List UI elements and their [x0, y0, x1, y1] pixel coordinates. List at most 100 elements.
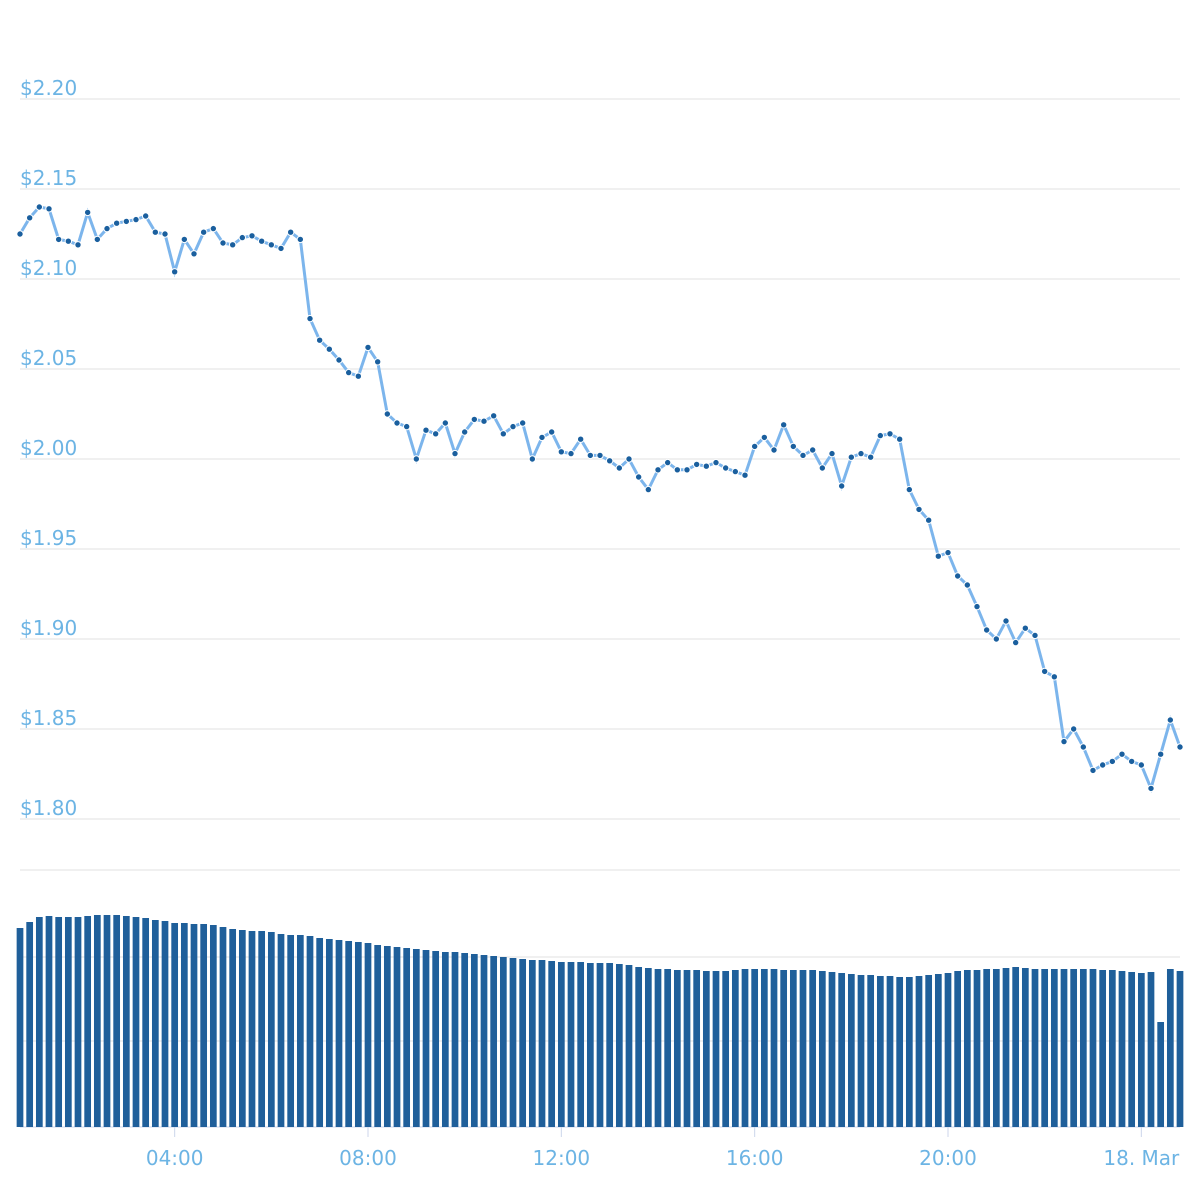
- price-point: [905, 485, 914, 494]
- price-point: [1127, 757, 1136, 766]
- price-point: [779, 421, 788, 429]
- price-point: [54, 235, 63, 244]
- price-point: [615, 464, 624, 472]
- price-point: [489, 412, 498, 420]
- price-point: [16, 230, 24, 238]
- volume-bar: [731, 970, 739, 1127]
- volume-bar: [1021, 968, 1029, 1127]
- price-point: [277, 244, 285, 253]
- price-point: [692, 460, 701, 469]
- volume-bar: [915, 976, 923, 1127]
- volume-bar: [161, 921, 169, 1127]
- volume-bar: [635, 967, 643, 1127]
- volume-bar: [847, 974, 855, 1127]
- volume-bar: [84, 916, 92, 1127]
- price-point: [1040, 667, 1049, 676]
- price-point: [915, 505, 923, 514]
- volume-bar: [905, 977, 913, 1127]
- x-tick-label: 18. Mar: [1103, 1146, 1180, 1170]
- volume-bar: [229, 929, 237, 1127]
- x-tick-label: 08:00: [339, 1146, 397, 1170]
- price-point: [344, 368, 353, 377]
- volume-bar: [364, 943, 372, 1127]
- y-tick-label: $1.80: [20, 796, 77, 820]
- volume-bar: [316, 938, 324, 1127]
- price-point: [45, 205, 53, 213]
- volume-bar: [954, 971, 962, 1127]
- price-point: [847, 453, 856, 461]
- volume-bar: [886, 976, 894, 1127]
- volume-bar: [606, 963, 614, 1127]
- price-point: [789, 442, 798, 451]
- price-point: [963, 581, 972, 589]
- volume-bar: [876, 976, 884, 1127]
- volume-bar: [838, 973, 846, 1127]
- price-point: [499, 430, 508, 438]
- volume-bar: [789, 970, 797, 1127]
- volume-bar: [1099, 970, 1107, 1127]
- price-point: [1137, 761, 1146, 769]
- y-tick-label: $1.85: [20, 706, 77, 730]
- price-point: [1021, 624, 1030, 632]
- volume-bar: [1031, 969, 1039, 1127]
- volume-bar: [1002, 968, 1010, 1127]
- price-point: [741, 471, 749, 479]
- y-tick-label: $1.90: [20, 616, 77, 640]
- price-point: [866, 453, 875, 461]
- price-point: [151, 228, 160, 236]
- price-point: [1098, 761, 1107, 769]
- price-point: [973, 602, 981, 611]
- volume-bar: [693, 970, 701, 1127]
- price-point: [83, 208, 92, 217]
- price-point: [431, 430, 440, 438]
- y-tick-label: $2.10: [20, 256, 77, 280]
- volume-bar: [1060, 969, 1068, 1127]
- price-point: [683, 466, 691, 474]
- volume-bar: [809, 970, 817, 1127]
- volume-bar: [393, 947, 401, 1127]
- price-point: [557, 448, 566, 456]
- price-point: [586, 451, 595, 460]
- price-point: [1147, 784, 1155, 793]
- volume-bar: [180, 923, 188, 1127]
- volume-bar: [673, 970, 681, 1127]
- volume-bar: [1041, 969, 1049, 1127]
- y-tick-label: $2.05: [20, 346, 77, 370]
- price-point: [654, 466, 662, 474]
- volume-bar: [74, 917, 82, 1127]
- volume-bar: [867, 975, 875, 1127]
- price-point: [605, 457, 614, 465]
- volume-bar: [64, 917, 72, 1127]
- price-point: [663, 458, 672, 467]
- price-point: [103, 224, 111, 233]
- price-line: [18, 205, 1182, 793]
- volume-bar: [925, 975, 933, 1127]
- volume-bar: [1166, 969, 1174, 1127]
- volume-bar: [132, 917, 140, 1127]
- price-point: [518, 419, 527, 427]
- price-point: [828, 449, 836, 458]
- volume-bar: [557, 962, 565, 1127]
- volume-bar: [403, 948, 411, 1127]
- volume-bar: [586, 963, 594, 1127]
- price-point: [219, 239, 227, 247]
- price-point: [335, 356, 343, 364]
- volume-bar: [538, 960, 546, 1127]
- price-point: [1060, 737, 1068, 746]
- volume-bar: [625, 965, 633, 1127]
- volume-bar: [944, 973, 952, 1127]
- volume-bar: [258, 931, 266, 1127]
- volume-bar: [857, 975, 865, 1127]
- price-point: [886, 430, 894, 438]
- volume-bar: [567, 962, 575, 1127]
- volume-bar: [383, 946, 391, 1127]
- volume-bar: [55, 917, 63, 1127]
- price-point: [760, 433, 769, 442]
- price-point: [354, 372, 363, 380]
- volume-bar: [451, 952, 459, 1127]
- volume-bar: [1176, 971, 1184, 1127]
- price-point: [509, 422, 517, 431]
- x-tick-label: 12:00: [533, 1146, 591, 1170]
- volume-bar: [1137, 973, 1145, 1127]
